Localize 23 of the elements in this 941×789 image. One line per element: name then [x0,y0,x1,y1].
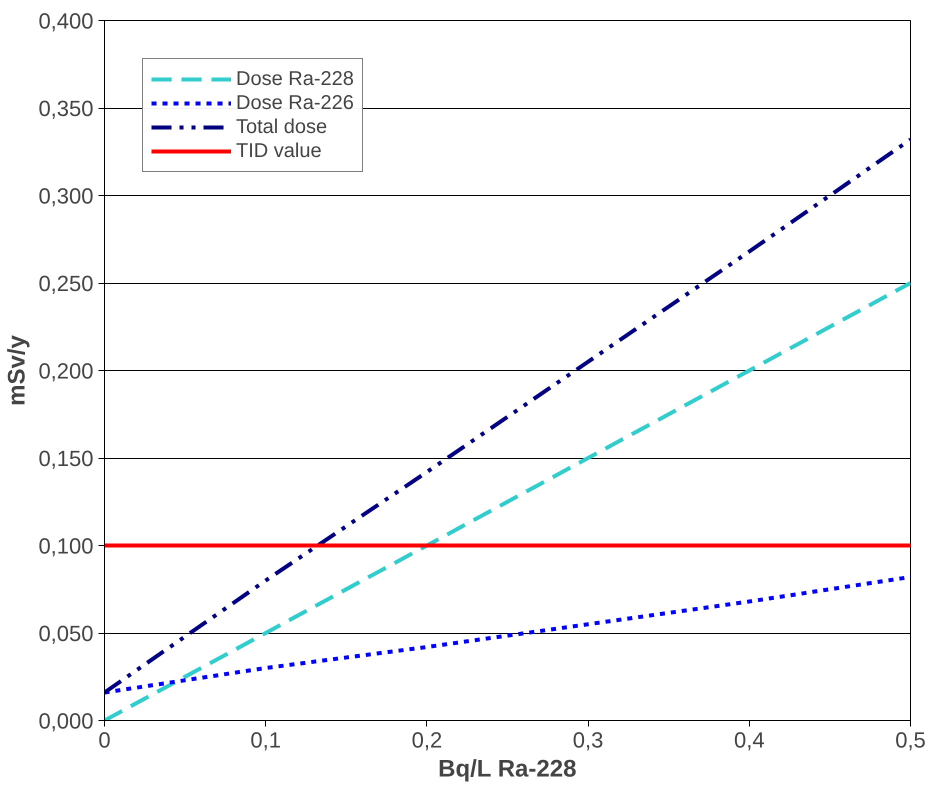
y-tick-label: 0,100 [38,534,94,558]
y-tick-label: 0,400 [38,8,94,34]
y-axis-title: mSv/y [3,334,30,406]
legend-label: Total dose [236,115,328,139]
x-tick-label: 0,1 [250,728,281,752]
y-tick-label: 0,200 [38,358,94,384]
y-tick-label: 0,250 [38,271,94,296]
x-tick-label: 0,4 [734,728,765,752]
y-tick-label: 0,300 [38,184,94,208]
y-tick-label: 0,150 [38,446,94,471]
line-series [104,138,910,694]
y-tick-label: 0,000 [38,708,94,734]
y-tick-label: 0,350 [38,96,94,121]
legend-label: Dose Ra-228 [236,67,354,91]
legend-label: TID value [236,139,322,163]
x-tick-label: 0,3 [572,728,604,752]
x-tick-label: 0 [98,728,111,752]
legend-label: Dose Ra-226 [236,91,354,115]
y-tick-label: 0,050 [38,621,94,646]
line-series [104,575,910,694]
x-tick-label: 0,2 [412,728,442,752]
x-tick-label: 0,5 [895,728,926,752]
x-axis-title: Bq/L Ra-228 [438,756,576,782]
